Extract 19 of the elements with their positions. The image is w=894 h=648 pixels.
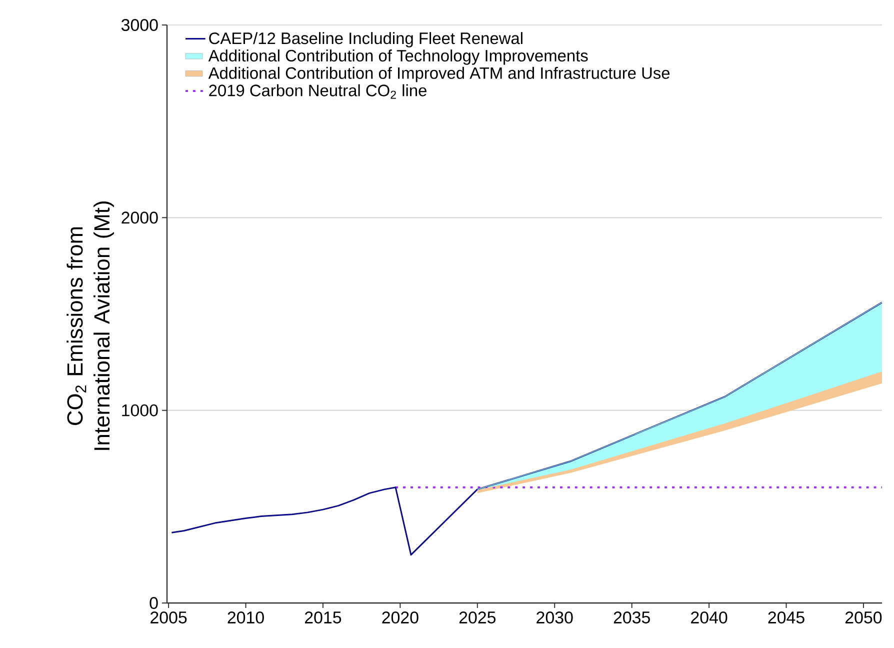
y-tick-label: 2000 <box>122 212 158 224</box>
x-tick-label: 2050 <box>845 612 882 624</box>
legend-label: 2019 Carbon Neutral CO$_{2}$ line <box>209 84 426 99</box>
x-tick-label: 2025 <box>459 612 496 624</box>
x-tick-label: 2015 <box>304 612 342 624</box>
y-tick-label: 1000 <box>122 404 158 416</box>
x-tick-label: 2045 <box>768 612 804 624</box>
x-tick-label: 2040 <box>691 612 728 624</box>
legend-label: Additional Contribution of Improved ATM and Infrastructure Use <box>208 66 670 82</box>
line-series <box>170 302 882 556</box>
x-tick-label: 2035 <box>614 612 650 624</box>
x-tick-label: 2005 <box>150 612 187 624</box>
x-tick-label: 2030 <box>536 612 573 624</box>
x-tick-label: 2020 <box>382 612 418 624</box>
y-tick-label: 3000 <box>121 18 158 31</box>
legend-label: Additional Contribution of Technology Improvements <box>208 49 588 65</box>
y-tick-label: 0 <box>150 597 158 609</box>
x-tick-label: 2010 <box>228 612 264 624</box>
legend-label: CAEP/12 Baseline Including Fleet Renewal <box>209 32 522 48</box>
